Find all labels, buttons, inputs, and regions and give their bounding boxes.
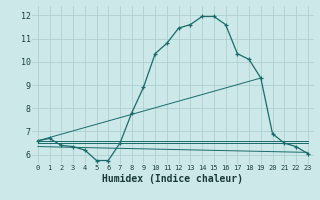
X-axis label: Humidex (Indice chaleur): Humidex (Indice chaleur) [102,174,243,184]
